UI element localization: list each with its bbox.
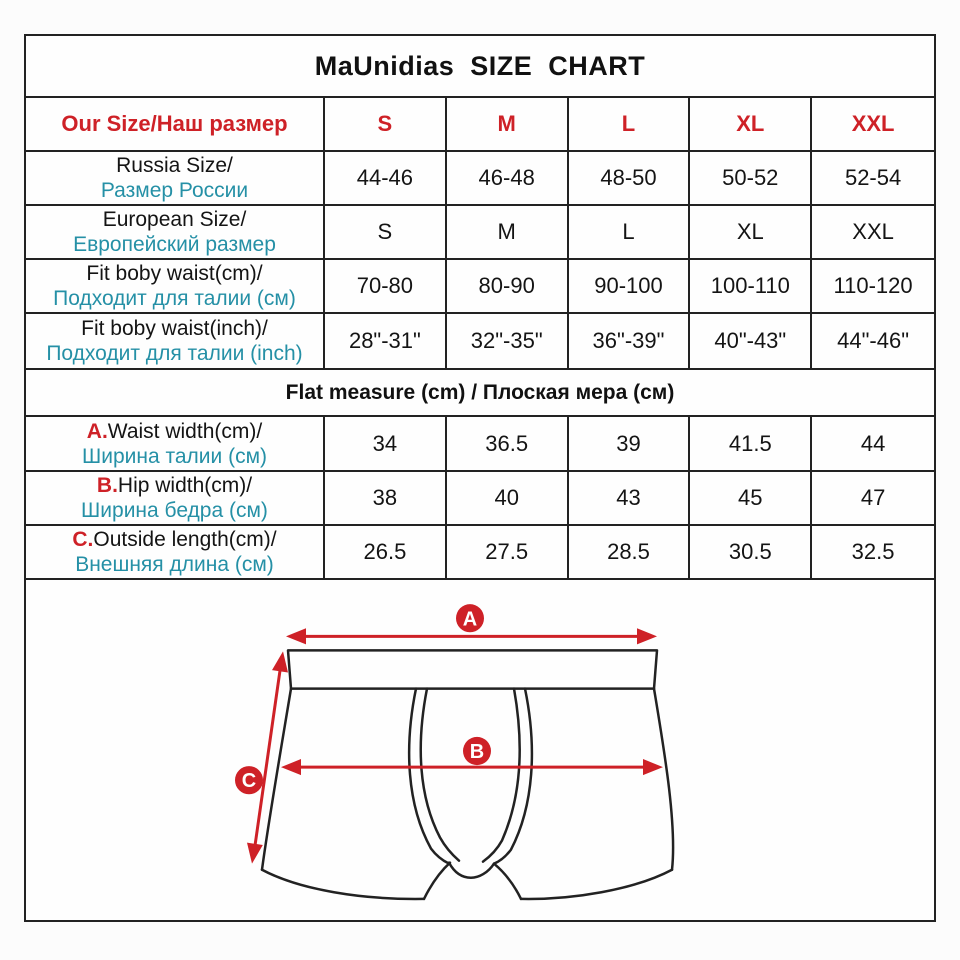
table-cell-value: 48-50 <box>568 152 691 206</box>
label-ru: Подходит для талии (inch) <box>46 342 303 365</box>
header-size-xxl: XXL <box>812 98 934 152</box>
label-b-text: B <box>470 741 484 763</box>
table-cell-value: 44-46 <box>325 152 447 206</box>
table-cell-value: 43 <box>568 472 691 526</box>
table-cell-value: 38 <box>325 472 447 526</box>
label-en: A.Waist width(cm)/ <box>87 419 262 444</box>
table-cell-value: 45 <box>690 472 813 526</box>
table-cell-value: 80-90 <box>446 260 569 314</box>
right-side <box>652 687 675 871</box>
table-cell-value: 27.5 <box>446 526 569 580</box>
table-cell-value: 44"-46" <box>812 314 934 370</box>
table-cell-value: 40 <box>446 472 569 526</box>
pouch-left-outer <box>407 687 451 865</box>
measure-letter-b: B. <box>96 474 118 497</box>
measure-label-a: A <box>456 604 484 633</box>
label-en-text: Outside length(cm)/ <box>93 528 277 551</box>
label-a-text: A <box>463 608 477 630</box>
label-ru: Подходит для талии (см) <box>53 287 296 310</box>
table-cell-value: XL <box>690 206 813 260</box>
pouch-right-stitch <box>481 687 521 863</box>
header-size-l: L <box>568 98 691 152</box>
table-cell-value: 26.5 <box>325 526 447 580</box>
label-ru: Размер России <box>100 179 249 202</box>
table-cell-value: 39 <box>568 417 691 472</box>
table-cell-value: 32"-35" <box>446 314 569 370</box>
right-hem <box>519 868 674 901</box>
measure-label-c: C <box>235 766 263 795</box>
label-en-text: Hip width(cm)/ <box>117 474 253 497</box>
measure-letter-a: A. <box>86 419 108 443</box>
left-side <box>260 687 293 871</box>
table-cell-value: 41.5 <box>690 417 813 472</box>
table-cell-value: 44 <box>812 417 934 472</box>
label-en-text: Waist width(cm)/ <box>107 419 263 443</box>
header-our-size: Our Size/Наш размер <box>26 98 325 152</box>
table-cell-value: 70-80 <box>325 260 447 314</box>
label-ru: Ширина бедра (см) <box>81 499 268 522</box>
label-en: Fit boby waist(cm)/ <box>86 262 263 285</box>
label-en: C.Outside length(cm)/ <box>72 527 276 552</box>
row-label-hip-width: B.Hip width(cm)/ Ширина бедра (см) <box>26 472 325 526</box>
table-cell-value: M <box>446 206 569 260</box>
left-hem <box>260 868 426 901</box>
row-label-fit-waist-cm: Fit boby waist(cm)/ Подходит для талии (… <box>26 260 325 314</box>
label-en: B.Hip width(cm)/ <box>97 473 252 498</box>
pouch-right-outer <box>492 687 534 865</box>
header-size-m: M <box>446 98 569 152</box>
arrow-c <box>247 651 288 864</box>
left-inner-leg <box>422 861 452 901</box>
row-label-european-size: European Size/ Европейский размер <box>26 206 325 260</box>
table-cell-value: 34 <box>325 417 447 472</box>
row-label-fit-waist-inch: Fit boby waist(inch)/ Подходит для талии… <box>26 314 325 370</box>
table-cell-value: 50-52 <box>690 152 813 206</box>
header-size-xl: XL <box>690 98 813 152</box>
chart-title: MaUnidias SIZE CHART <box>26 36 934 98</box>
pouch-bottom <box>447 861 496 880</box>
label-en: European Size/ <box>102 208 247 231</box>
table-cell-value: 30.5 <box>690 526 813 580</box>
table-cell-value: 32.5 <box>812 526 934 580</box>
table-cell-value: 52-54 <box>812 152 934 206</box>
table-cell-value: 47 <box>812 472 934 526</box>
row-label-waist-width: A.Waist width(cm)/ Ширина талии (см) <box>26 417 325 472</box>
label-ru: Внешняя длина (см) <box>75 553 274 576</box>
measure-letter-c: C. <box>72 528 94 551</box>
size-chart-frame: MaUnidias SIZE CHART Our Size/Наш размер… <box>24 34 936 922</box>
label-en: Fit boby waist(inch)/ <box>81 317 268 340</box>
table-cell-value: S <box>325 206 447 260</box>
section-header-flat-measure: Flat measure (cm) / Плоская мера (см) <box>26 370 934 417</box>
measurement-diagram: A B C <box>26 580 934 920</box>
label-ru: Европейский размер <box>73 233 276 256</box>
label-c-text: C <box>242 770 256 792</box>
table-cell-value: 110-120 <box>812 260 934 314</box>
row-label-russia-size: Russia Size/ Размер России <box>26 152 325 206</box>
table-cell-value: XXL <box>812 206 934 260</box>
measure-arrows: A B C <box>235 604 663 864</box>
table-cell-value: 46-48 <box>446 152 569 206</box>
waistband <box>286 649 659 690</box>
label-ru: Ширина талии (см) <box>81 444 268 468</box>
table-cell-value: 90-100 <box>568 260 691 314</box>
arrow-a <box>286 628 657 645</box>
row-label-outside-length: C.Outside length(cm)/ Внешняя длина (см) <box>26 526 325 580</box>
measure-label-b: B <box>463 736 491 766</box>
header-size-s: S <box>325 98 447 152</box>
table-cell-value: 28.5 <box>568 526 691 580</box>
table-cell-value: 100-110 <box>690 260 813 314</box>
table-cell-value: 40"-43" <box>690 314 813 370</box>
arrow-b <box>281 759 663 776</box>
table-cell-value: 36"-39" <box>568 314 691 370</box>
table-cell-value: 28"-31" <box>325 314 447 370</box>
table-cell-value: L <box>568 206 691 260</box>
boxer-briefs-diagram: A B C <box>235 604 675 901</box>
pouch-left-stitch <box>419 687 461 862</box>
table-cell-value: 36.5 <box>446 417 569 472</box>
right-inner-leg <box>492 862 523 901</box>
label-en: Russia Size/ <box>116 154 233 177</box>
boxer-outline <box>260 649 675 901</box>
